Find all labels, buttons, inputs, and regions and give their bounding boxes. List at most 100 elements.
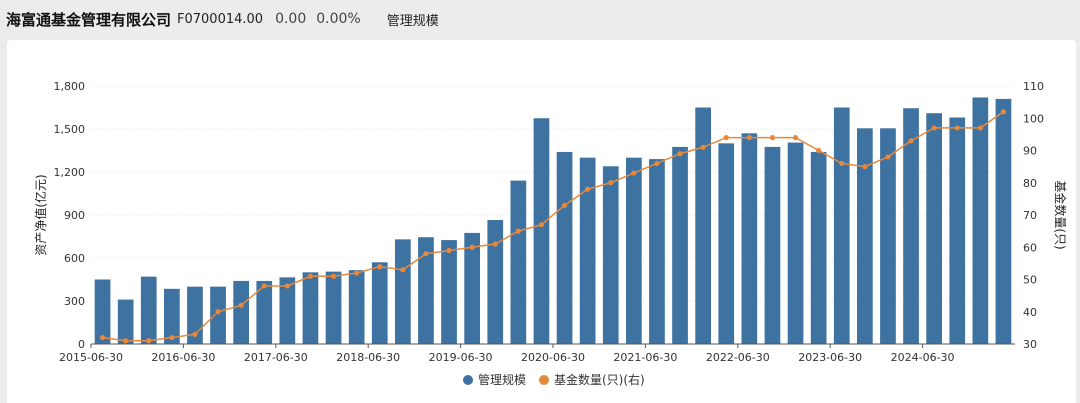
line-point <box>492 241 498 247</box>
bar <box>556 151 573 344</box>
bar <box>464 232 481 344</box>
bar <box>625 157 642 344</box>
y-left-tick-label: 1,800 <box>54 80 86 93</box>
bar <box>602 166 619 344</box>
y-right-tick-label: 50 <box>1023 274 1037 287</box>
line-point <box>816 147 822 154</box>
x-tick-label: 2018-06-30 <box>336 351 400 364</box>
fund-value: 0.00 <box>275 11 307 27</box>
x-tick-label: 2015-06-30 <box>59 351 123 364</box>
line-point <box>515 228 521 234</box>
y-right-tick-label: 60 <box>1023 241 1037 254</box>
line-point <box>561 202 568 208</box>
x-tick-label: 2024-06-30 <box>891 351 955 364</box>
x-tick-label: 2021-06-30 <box>613 351 677 364</box>
bar <box>833 107 850 344</box>
chart-panel: 0 300 600 900 1,200 1,500 1,800 30 40 50 60 70 80 90 1… <box>7 40 1076 403</box>
bar <box>856 128 873 344</box>
bar <box>441 240 457 344</box>
line-point <box>123 338 129 344</box>
line-point <box>885 154 891 160</box>
bar <box>672 146 688 344</box>
line-point <box>99 334 106 341</box>
line-point <box>284 283 290 289</box>
line-point <box>307 273 314 279</box>
line-point <box>330 273 337 279</box>
bar <box>579 157 596 344</box>
fund-change-pct: 0.00% <box>316 11 361 27</box>
fund-code: F0700014.00 <box>177 11 264 27</box>
y-right-tick-label: 40 <box>1023 306 1037 319</box>
line-series <box>99 109 1007 344</box>
bar <box>787 142 804 344</box>
bar <box>256 280 273 344</box>
bar <box>695 107 712 344</box>
y-left-tick-label: 900 <box>64 209 85 222</box>
bar <box>880 128 896 344</box>
bar <box>279 277 296 344</box>
y-right-tick-label: 90 <box>1023 145 1037 158</box>
line-point <box>631 170 637 176</box>
bar <box>371 262 388 344</box>
line-point <box>931 125 937 131</box>
y-left-tick-label: 300 <box>64 295 85 308</box>
bar <box>649 159 665 344</box>
bar <box>418 237 434 344</box>
line-point <box>354 270 360 276</box>
line-point <box>1000 109 1007 115</box>
bar <box>510 180 527 344</box>
y-right-tick-label: 100 <box>1023 112 1044 125</box>
line-point <box>261 283 267 289</box>
x-tick-label: 2019-06-30 <box>429 351 493 364</box>
bar <box>972 97 989 344</box>
bar <box>94 279 111 344</box>
bar <box>210 286 226 344</box>
bar <box>718 143 735 344</box>
axes: 0 300 600 900 1,200 1,500 1,800 30 40 50 60 70 80 90 1… <box>54 80 1045 364</box>
bar <box>325 271 342 344</box>
bar-series <box>94 97 1012 345</box>
fund-name: 海富通基金管理有限公司 <box>6 10 172 29</box>
y-left-tick-label: 1,500 <box>54 123 86 136</box>
line-point <box>423 251 429 257</box>
x-tick-label: 2022-06-30 <box>706 351 770 364</box>
line-point <box>839 160 845 166</box>
fund-count-line <box>102 111 1004 342</box>
line-point <box>469 244 475 250</box>
legend[interactable]: 管理规模 基金数量(只)(右) <box>463 372 645 387</box>
line-point <box>977 125 983 131</box>
line-point <box>700 144 706 150</box>
line-point <box>654 160 660 166</box>
line-point <box>377 264 383 270</box>
x-tick-label: 2020-06-30 <box>521 351 585 364</box>
line-point <box>192 331 198 337</box>
legend-marker-line <box>539 375 549 385</box>
bar <box>741 133 758 344</box>
tab-management-scale[interactable]: 管理规模 <box>386 13 439 29</box>
bar <box>302 272 319 344</box>
bar <box>163 288 180 344</box>
x-tick-label: 2023-06-30 <box>798 351 862 364</box>
bar <box>949 117 966 345</box>
bar <box>533 118 550 344</box>
line-point <box>723 135 729 141</box>
line-point <box>585 186 591 192</box>
legend-marker-bars <box>463 375 473 385</box>
bar <box>140 276 157 344</box>
bar <box>995 98 1012 345</box>
line-point <box>746 135 752 141</box>
bar <box>394 239 411 344</box>
line-point <box>862 164 868 170</box>
line-point <box>769 135 776 141</box>
bar <box>348 270 365 344</box>
x-tick-label: 2016-06-30 <box>151 351 215 364</box>
y-right-tick-label: 30 <box>1023 338 1037 351</box>
legend-label-bars: 管理规模 <box>478 372 526 387</box>
bar <box>117 299 134 344</box>
legend-label-line: 基金数量(只)(右) <box>554 372 645 387</box>
bar <box>233 280 250 344</box>
bar <box>487 220 504 344</box>
bar <box>764 146 781 344</box>
bar <box>926 113 943 344</box>
header-bar: 海富通基金管理有限公司 F0700014.00 0.00 0.00% 管理规模 <box>0 0 1080 38</box>
